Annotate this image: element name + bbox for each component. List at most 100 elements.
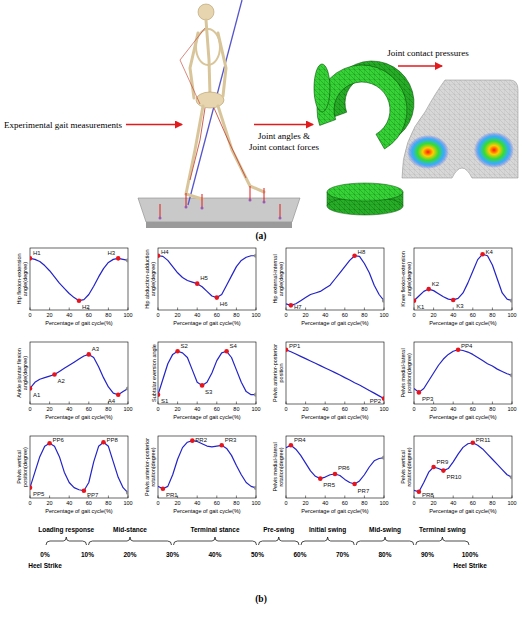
x-tick-label: 80	[361, 500, 367, 506]
x-axis-title: Percentage of gait cycle(%)	[429, 414, 496, 420]
skull	[198, 4, 214, 20]
x-tick	[492, 496, 493, 499]
percent-label: 70%	[336, 551, 349, 558]
plot-frame	[158, 342, 256, 404]
marker-dot	[249, 199, 252, 202]
x-tick	[364, 308, 365, 311]
key-point	[417, 490, 422, 495]
x-tick-label: 60	[214, 500, 220, 506]
percent-label: 40%	[208, 551, 221, 558]
key-point-label: PR10	[446, 474, 462, 480]
y-axis-title: Ankle plantar flexionangle(degree)	[16, 348, 28, 398]
key-point-label: PP2	[370, 398, 382, 404]
phase-brace	[89, 537, 172, 545]
x-tick	[216, 496, 217, 499]
plot-frame	[286, 342, 384, 404]
key-point-label: S1	[161, 398, 169, 404]
key-point-label: H1	[33, 250, 41, 256]
panel-label: (b)	[255, 594, 267, 605]
panel-label: (a)	[255, 231, 266, 242]
key-point-label: PR2	[195, 437, 207, 443]
key-point-label: PP5	[33, 491, 45, 497]
x-tick-label: 0	[28, 312, 31, 318]
x-tick-label: 60	[214, 312, 220, 318]
percent-label: 50%	[251, 551, 264, 558]
x-tick	[128, 496, 129, 499]
marker-dot	[279, 217, 282, 220]
x-tick-label: 0	[156, 500, 159, 506]
x-tick-label: 40	[322, 500, 328, 506]
x-tick	[384, 402, 385, 405]
phase-brace	[416, 537, 469, 545]
end-point	[126, 258, 128, 262]
x-axis-title: Percentage of gait cycle(%)	[173, 320, 240, 326]
chart-panel: PR8PR9PR10PR11020406080100Percentage of …	[400, 436, 516, 514]
key-point-label: H4	[161, 249, 169, 255]
x-tick	[88, 308, 89, 311]
y-axis-title: Hip external-internalangle(degree)	[272, 254, 284, 303]
phase-brace	[356, 537, 414, 545]
y-axis-title-line: rotation(degree)	[151, 447, 157, 486]
x-tick	[453, 496, 454, 499]
x-tick-label: 0	[284, 406, 287, 412]
x-tick	[433, 402, 434, 405]
pelvis	[196, 92, 224, 108]
x-tick-label: 60	[342, 312, 348, 318]
curve	[30, 258, 128, 300]
key-point-label: H8	[358, 249, 366, 255]
plot-frame	[286, 248, 384, 310]
y-axis-title: Pelvis anterior-posteriorrotation(degree…	[144, 438, 156, 496]
curve	[286, 445, 384, 484]
x-tick-label: 80	[489, 500, 495, 506]
end-point	[510, 373, 512, 377]
right-arm	[218, 33, 226, 96]
key-point-label: PP7	[87, 492, 99, 498]
x-axis-title: Percentage of gait cycle(%)	[429, 508, 496, 514]
cartilage-surface	[402, 80, 518, 178]
plot-frame	[414, 342, 512, 404]
x-tick-label: 20	[47, 500, 53, 506]
y-axis-title-line: position(degree)	[407, 353, 413, 393]
skeleton-model	[138, 0, 300, 228]
curve	[414, 254, 512, 301]
x-tick-label: 0	[412, 312, 415, 318]
x-tick-label: 60	[470, 406, 476, 412]
ground-force	[264, 188, 265, 202]
x-tick	[414, 308, 415, 311]
key-point-label: H2	[82, 304, 90, 310]
marker-dot	[159, 217, 162, 220]
y-axis-title-line: Pelvis vertical	[400, 450, 406, 484]
curve	[286, 350, 384, 399]
chart-panel: K1K2K3K4020406080100Percentage of gait c…	[400, 248, 516, 326]
key-point-label: PR6	[338, 465, 350, 471]
x-tick	[69, 308, 70, 311]
x-tick	[108, 402, 109, 405]
key-point	[417, 390, 422, 395]
key-point	[471, 440, 476, 445]
key-point-label: PP4	[461, 343, 473, 349]
key-point-label: H3	[108, 250, 116, 256]
x-tick-label: 40	[66, 500, 72, 506]
x-tick-label: 0	[412, 500, 415, 506]
x-axis-title: Percentage of gait cycle(%)	[45, 320, 112, 326]
x-tick	[472, 402, 473, 405]
end-point	[382, 396, 384, 400]
x-tick-label: 40	[194, 312, 200, 318]
x-tick-label: 100	[379, 406, 388, 412]
x-tick-label: 40	[194, 406, 200, 412]
plot-frame	[158, 248, 256, 310]
percent-label: 100%	[462, 551, 479, 558]
phase-label: Terminal stance	[190, 526, 239, 533]
y-axis-title-line: Hip external-internal	[272, 254, 278, 303]
x-tick	[30, 402, 31, 405]
x-tick-label: 100	[507, 406, 516, 412]
x-tick-label: 40	[66, 406, 72, 412]
x-tick-label: 20	[47, 406, 53, 412]
x-tick	[384, 496, 385, 499]
x-axis-title: Percentage of gait cycle(%)	[173, 508, 240, 514]
curve	[414, 443, 512, 492]
x-tick	[414, 402, 415, 405]
x-tick-label: 100	[123, 500, 132, 506]
percent-label: 60%	[293, 551, 306, 558]
percent-label: 20%	[123, 551, 136, 558]
